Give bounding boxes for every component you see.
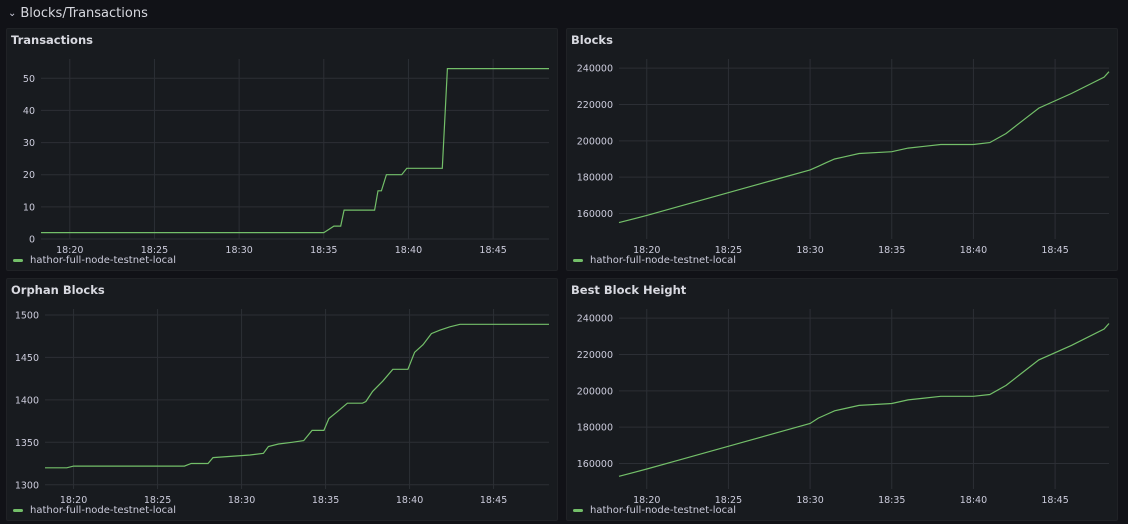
y-tick-label: 1400 <box>15 395 39 406</box>
legend-swatch <box>13 259 23 262</box>
y-tick-label: 240000 <box>577 314 613 325</box>
y-tick-label: 0 <box>29 235 35 246</box>
x-tick-label: 18:20 <box>60 495 87 506</box>
panel-title[interactable]: Orphan Blocks <box>11 283 105 297</box>
legend-label: hathor-full-node-testnet-local <box>590 255 737 266</box>
panel-transactions[interactable]: Transactions 18:20 18:25 18:30 18:35 18:40 18… <box>6 28 558 271</box>
x-tick-label: 18:40 <box>960 245 987 256</box>
series-line[interactable] <box>45 323 549 469</box>
y-tick-label: 180000 <box>577 173 613 184</box>
legend-item[interactable]: hathor-full-node-testnet-local <box>13 255 176 266</box>
x-tick-label: 18:25 <box>715 245 742 256</box>
x-tick-label: 18:20 <box>56 245 83 256</box>
x-tick-label: 18:45 <box>480 495 507 506</box>
legend-swatch <box>13 509 23 512</box>
blocks-chart[interactable]: 18:20 18:25 18:30 18:35 18:40 18:45 160000 1800… <box>567 29 1117 270</box>
x-tick-label: 18:45 <box>1041 245 1068 256</box>
y-tick-label: 160000 <box>577 459 613 470</box>
y-tick-label: 220000 <box>577 100 613 111</box>
x-tick-label: 18:30 <box>228 495 255 506</box>
x-tick-label: 18:40 <box>396 495 423 506</box>
legend-label: hathor-full-node-testnet-local <box>30 255 177 266</box>
x-tick-label: 18:45 <box>479 245 506 256</box>
x-tick-label: 18:20 <box>633 495 660 506</box>
x-tick-label: 18:25 <box>144 495 171 506</box>
x-tick-label: 18:25 <box>141 245 168 256</box>
chevron-down-icon[interactable]: ⌄ <box>8 7 17 19</box>
y-tick-label: 30 <box>23 138 35 149</box>
y-tick-label: 180000 <box>577 423 613 434</box>
row-header[interactable]: ⌄ Blocks/Transactions <box>8 4 148 22</box>
y-tick-label: 1450 <box>15 353 39 364</box>
legend-swatch <box>573 509 583 512</box>
x-tick-label: 18:35 <box>878 245 905 256</box>
y-tick-label: 160000 <box>577 209 613 220</box>
y-tick-label: 10 <box>23 202 35 213</box>
legend-item[interactable]: hathor-full-node-testnet-local <box>573 505 736 516</box>
panel-blocks[interactable]: Blocks 18:20 18:25 18:30 18:35 18:40 18:45 160… <box>566 28 1118 271</box>
y-tick-label: 1300 <box>15 480 39 491</box>
y-tick-label: 220000 <box>577 350 613 361</box>
x-tick-label: 18:40 <box>960 495 987 506</box>
panel-title[interactable]: Blocks <box>571 33 613 47</box>
panel-orphan-blocks[interactable]: Orphan Blocks 18:20 18:25 18:30 18:35 18:40 1… <box>6 278 558 521</box>
y-tick-label: 50 <box>23 74 35 85</box>
x-tick-label: 18:35 <box>312 495 339 506</box>
legend-item[interactable]: hathor-full-node-testnet-local <box>13 505 176 516</box>
best-block-height-chart[interactable]: 18:20 18:25 18:30 18:35 18:40 18:45 160000 1800… <box>567 279 1117 520</box>
x-tick-label: 18:30 <box>796 245 823 256</box>
x-tick-label: 18:40 <box>395 245 422 256</box>
x-tick-label: 18:30 <box>225 245 252 256</box>
y-tick-label: 200000 <box>577 136 613 147</box>
x-tick-label: 18:20 <box>633 245 660 256</box>
y-tick-label: 1500 <box>15 310 39 321</box>
panel-title[interactable]: Transactions <box>11 33 93 47</box>
series-line[interactable] <box>618 323 1110 477</box>
x-tick-label: 18:25 <box>715 495 742 506</box>
y-tick-label: 200000 <box>577 386 613 397</box>
legend-label: hathor-full-node-testnet-local <box>590 505 737 516</box>
panel-best-block-height[interactable]: Best Block Height 18:20 18:25 18:30 18:35 18… <box>566 278 1118 521</box>
series-line[interactable] <box>41 68 549 234</box>
x-tick-label: 18:30 <box>796 495 823 506</box>
row-title: Blocks/Transactions <box>20 5 148 21</box>
panel-title[interactable]: Best Block Height <box>571 283 687 297</box>
x-tick-label: 18:45 <box>1041 495 1068 506</box>
y-tick-label: 40 <box>23 106 35 117</box>
x-tick-label: 18:35 <box>878 495 905 506</box>
legend-label: hathor-full-node-testnet-local <box>30 505 177 516</box>
y-tick-label: 20 <box>23 170 35 181</box>
x-tick-label: 18:35 <box>310 245 337 256</box>
orphan-blocks-chart[interactable]: 18:20 18:25 18:30 18:35 18:40 18:45 1300 1350 14… <box>7 279 557 520</box>
y-tick-label: 1350 <box>15 438 39 449</box>
y-tick-label: 240000 <box>577 64 613 75</box>
transactions-chart[interactable]: 18:20 18:25 18:30 18:35 18:40 18:45 0 10 20 30 40 5… <box>7 29 557 270</box>
series-line[interactable] <box>618 71 1110 224</box>
legend-swatch <box>573 259 583 262</box>
legend-item[interactable]: hathor-full-node-testnet-local <box>573 255 736 266</box>
